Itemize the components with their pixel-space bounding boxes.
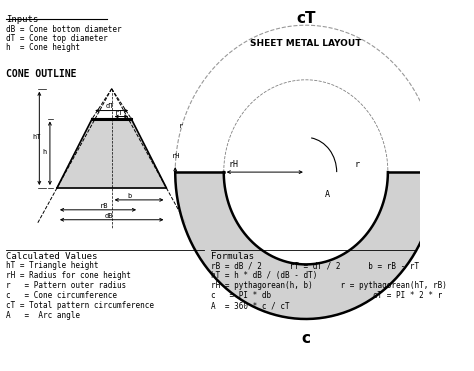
Text: rH = pythagorean(h, b)      r = pythagorean(hT, rB): rH = pythagorean(h, b) r = pythagorean(h… (211, 281, 447, 290)
Text: rH: rH (228, 160, 238, 169)
Polygon shape (175, 172, 437, 319)
Text: Formulas: Formulas (211, 252, 255, 260)
Text: dB: dB (105, 213, 113, 219)
Text: rB = dB / 2      rT = dT / 2      b = rB - rT: rB = dB / 2 rT = dT / 2 b = rB - rT (211, 262, 419, 270)
Text: hT: hT (32, 134, 41, 140)
Text: rT: rT (115, 109, 124, 116)
Text: dT: dT (106, 103, 114, 109)
Text: rH = Radius for cone height: rH = Radius for cone height (6, 271, 131, 280)
Text: c   = PI * db                      cT = PI * 2 * r: c = PI * db cT = PI * 2 * r (211, 291, 443, 300)
Polygon shape (57, 118, 166, 188)
Text: r: r (355, 160, 359, 169)
Text: dB = Cone bottom diameter: dB = Cone bottom diameter (6, 25, 121, 34)
Text: b: b (128, 193, 132, 199)
Text: c: c (301, 331, 310, 346)
Text: h  = Cone height: h = Cone height (6, 43, 80, 52)
Text: Inputs: Inputs (6, 15, 38, 24)
Text: cT: cT (296, 11, 316, 26)
Text: rB: rB (100, 203, 108, 209)
Text: rH: rH (172, 153, 180, 159)
Text: cT = Total pattern circumference: cT = Total pattern circumference (6, 301, 154, 310)
Text: hT = h * dB / (dB - dT): hT = h * dB / (dB - dT) (211, 271, 318, 280)
Text: CONE OUTLINE: CONE OUTLINE (6, 69, 76, 79)
Text: c   = Cone circumference: c = Cone circumference (6, 291, 117, 300)
Text: A   =  Arc angle: A = Arc angle (6, 311, 80, 320)
Text: Calculated Values: Calculated Values (6, 252, 97, 260)
Text: h: h (43, 149, 47, 155)
Text: A  = 360 * c / cT: A = 360 * c / cT (211, 301, 290, 310)
Text: r: r (179, 124, 183, 129)
Text: SHEET METAL LAYOUT: SHEET METAL LAYOUT (250, 39, 362, 48)
Text: dT = Cone top diameter: dT = Cone top diameter (6, 34, 108, 43)
Text: hT = Triangle height: hT = Triangle height (6, 262, 98, 270)
Text: r   = Pattern outer radius: r = Pattern outer radius (6, 281, 126, 290)
Text: A: A (325, 190, 330, 199)
